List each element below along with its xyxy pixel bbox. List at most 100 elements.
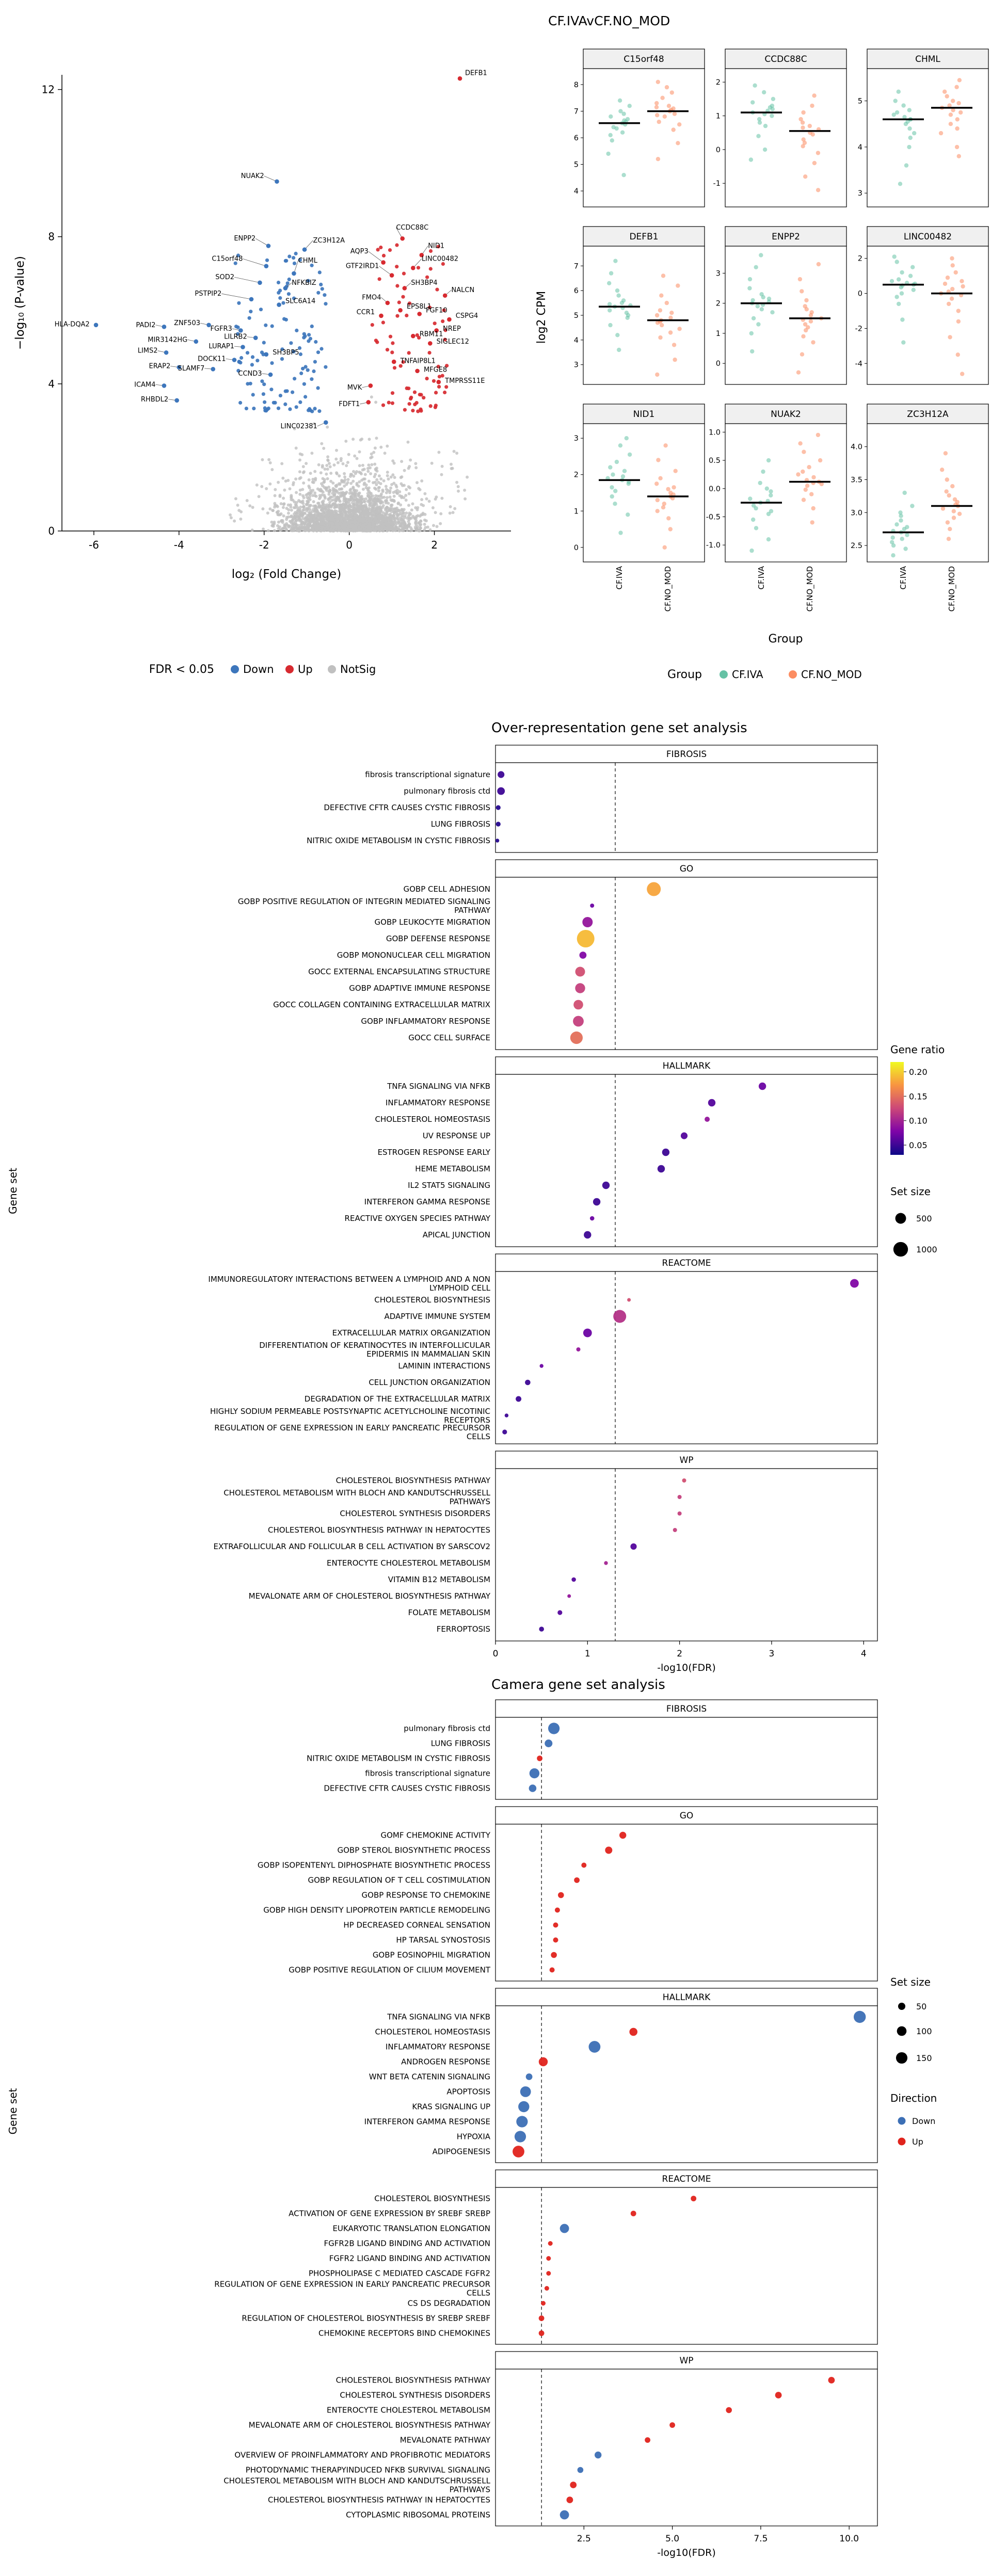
gene-set-dot — [669, 2422, 675, 2428]
gene-set-label: ENTEROCYTE CHOLESTEROL METABOLISM — [327, 1558, 490, 1568]
svg-text:150: 150 — [916, 2053, 932, 2063]
gene-set-label: CS DS DEGRADATION — [408, 2299, 490, 2308]
svg-text:6: 6 — [574, 287, 579, 295]
facet-LINC00482: LINC00482 -4 -2 0 2 — [855, 226, 989, 385]
svg-text:-1: -1 — [713, 180, 721, 188]
gene-set-label: HEME METABOLISM — [415, 1164, 490, 1173]
gene-set-dot — [593, 1198, 601, 1206]
gene-set-dot — [629, 2027, 637, 2036]
gene-set-label: GOBP ISOPENTENYL DIPHOSPHATE BIOSYNTHETI… — [258, 1861, 490, 1870]
gene-set-dot — [560, 2510, 569, 2520]
gene-set-dot — [662, 1148, 670, 1156]
facet-header: FIBROSIS — [666, 1704, 707, 1714]
gene-label: TNFAIP8L1 — [400, 358, 436, 365]
notsig-points — [229, 395, 469, 533]
gene-set-label: pulmonary fibrosis ctd — [404, 1724, 490, 1733]
gene-label: LINC00482 — [422, 255, 458, 263]
gene-set-label: CHOLESTEROL SYNTHESIS DISORDERS — [340, 2391, 490, 2400]
gene-set-dot — [581, 1862, 587, 1868]
camera-host-ylabel: Gene set — [7, 2088, 19, 2134]
svg-text:-2: -2 — [259, 539, 269, 551]
gene-set-dot — [573, 1000, 583, 1010]
facet-CCDC88C: CCDC88C -1 0 1 2 — [713, 49, 847, 207]
gene-set-dot — [577, 930, 595, 947]
gene-label: GTF2IRD1 — [346, 263, 379, 270]
gene-set-label: PATHWAYS — [450, 2485, 490, 2494]
gene-set-dot — [548, 2241, 553, 2246]
volcano-legend-label: NotSig — [340, 663, 376, 675]
gene-set-label: CYTOPLASMIC RIBOSOMAL PROTEINS — [346, 2510, 490, 2520]
gene-set-dot — [546, 2256, 551, 2261]
svg-text:7: 7 — [574, 107, 579, 116]
gene-set-label: GOMF CHEMOKINE ACTIVITY — [380, 1831, 490, 1840]
gene-set-label: CHOLESTEROL BIOSYNTHESIS — [374, 1295, 490, 1305]
gene-set-dot — [548, 1722, 560, 1734]
facet-header: REACTOME — [662, 1258, 711, 1268]
gene-label: CCR1 — [357, 309, 375, 316]
gene-set-label: DEGRADATION OF THE EXTRACELLULAR MATRIX — [305, 1394, 490, 1404]
svg-text:7.5: 7.5 — [754, 2534, 768, 2544]
gene-label: C15orf48 — [212, 255, 243, 263]
gene-set-label: INFLAMMATORY RESPONSE — [386, 1098, 490, 1107]
svg-text:2: 2 — [858, 255, 862, 263]
gene-set-label: HIGHLY SODIUM PERMEABLE POSTSYNAPTIC ACE… — [210, 1407, 490, 1416]
camera-title: Camera gene set analysis — [491, 1677, 665, 1693]
volcano-xlabel: log₂ (Fold Change) — [232, 568, 341, 581]
svg-text:7: 7 — [574, 262, 579, 270]
volcano-axes: -6 -4 -2 0 2 0 4 8 12 −log₁₀ (P-value) log₂ (Fold … — [13, 75, 511, 581]
gene-set-dot — [575, 983, 585, 993]
gene-set-dot — [567, 1594, 571, 1598]
volcano-legend-title: FDR < 0.05 — [149, 663, 214, 676]
gene-set-label: MEVALONATE ARM OF CHOLESTEROL BIOSYNTHES… — [249, 1591, 491, 1601]
gene-set-label: DIFFERENTIATION OF KERATINOCYTES IN INTE… — [259, 1341, 490, 1350]
gene-set-dot — [538, 2315, 545, 2321]
gene-label: SLAMF7 — [178, 365, 205, 373]
facet-NUAK2: NUAK2 -1.0 -0.5 0.0 0.5 1.0 CF.IVA CF.NO_MOD — [706, 404, 847, 611]
gene-set-dot — [613, 1310, 627, 1323]
gene-set-label: FERROPTOSIS — [437, 1624, 490, 1634]
svg-text:0.5: 0.5 — [709, 457, 721, 465]
volcano-legend-label: Up — [298, 663, 313, 675]
gene-set-dot — [605, 1846, 613, 1854]
facet-REACTOME: REACTOME IMMUNOREGULATORY INTERACTIONS BE… — [208, 1253, 878, 1444]
facet-ZC3H12A: ZC3H12A 2.5 3.0 3.5 4.0 CF.IVA CF.NO_MOD — [851, 404, 989, 611]
svg-text:-1.0: -1.0 — [706, 541, 721, 550]
gene-label: ERAP2 — [149, 363, 171, 371]
group-tick-label: CF.IVA — [757, 566, 766, 589]
facet-label: LINC00482 — [904, 232, 952, 242]
gene-set-label: fibrosis transcriptional signature — [365, 1769, 490, 1778]
gene-label: LIMS2 — [138, 347, 158, 355]
gene-label: SLC6A14 — [285, 297, 315, 305]
gene-set-label: INFLAMMATORY RESPONSE — [386, 2042, 490, 2052]
gene-label: FGFR3 — [211, 325, 232, 333]
group-tick-label: CF.NO_MOD — [947, 566, 957, 611]
gene-set-label: PATHWAYS — [450, 1497, 490, 1506]
camera-legend: Set size 50 100 150 Direction Down Up — [890, 1976, 937, 2147]
gene-set-label: TNFA SIGNALING VIA NFKB — [387, 1082, 490, 1091]
gene-set-label: fibrosis transcriptional signature — [365, 770, 490, 779]
gene-label: MFGE8 — [424, 366, 447, 374]
gene-set-label: DEFECTIVE CFTR CAUSES CYSTIC FIBROSIS — [324, 1784, 490, 1793]
gene-label: SOD2 — [215, 273, 234, 281]
gene-label: CCDC88C — [396, 224, 428, 232]
facet-NID1: NID1 0 1 2 3 CF.IVA CF.NO_MOD — [574, 404, 705, 611]
gene-set-label: EXTRACELLULAR MATRIX ORGANIZATION — [332, 1328, 490, 1338]
gene-set-label: KRAS SIGNALING UP — [412, 2102, 490, 2112]
svg-text:0: 0 — [493, 1649, 499, 1659]
gene-set-dot — [590, 904, 595, 908]
gene-set-dot — [549, 1967, 555, 1973]
gene-set-dot — [575, 967, 585, 977]
svg-text:4: 4 — [574, 187, 579, 196]
gene-label: ICAM4 — [134, 381, 155, 389]
volcano-legend: FDR < 0.05 Down Up NotSig — [149, 663, 376, 676]
facet-header: WP — [679, 1455, 693, 1466]
gene-label: LINC02381 — [281, 423, 317, 430]
gene-label: NID1 — [428, 243, 444, 250]
facet-header: HALLMARK — [663, 1061, 711, 1071]
svg-text:3: 3 — [716, 269, 721, 278]
facet-REACTOME: REACTOME CHOLESTEROL BIOSYNTHESIS ACTIVATI… — [214, 2169, 878, 2345]
gene-set-dot — [554, 1907, 560, 1913]
stripchart-plot: log2 CPM C15orf48 4 5 6 7 8 CCDC88C -1 0 1 2 CHML 3 4 5… — [532, 8, 991, 704]
svg-text:100: 100 — [916, 2026, 932, 2036]
gene-set-label: FGFR2B LIGAND BINDING AND ACTIVATION — [324, 2239, 491, 2248]
